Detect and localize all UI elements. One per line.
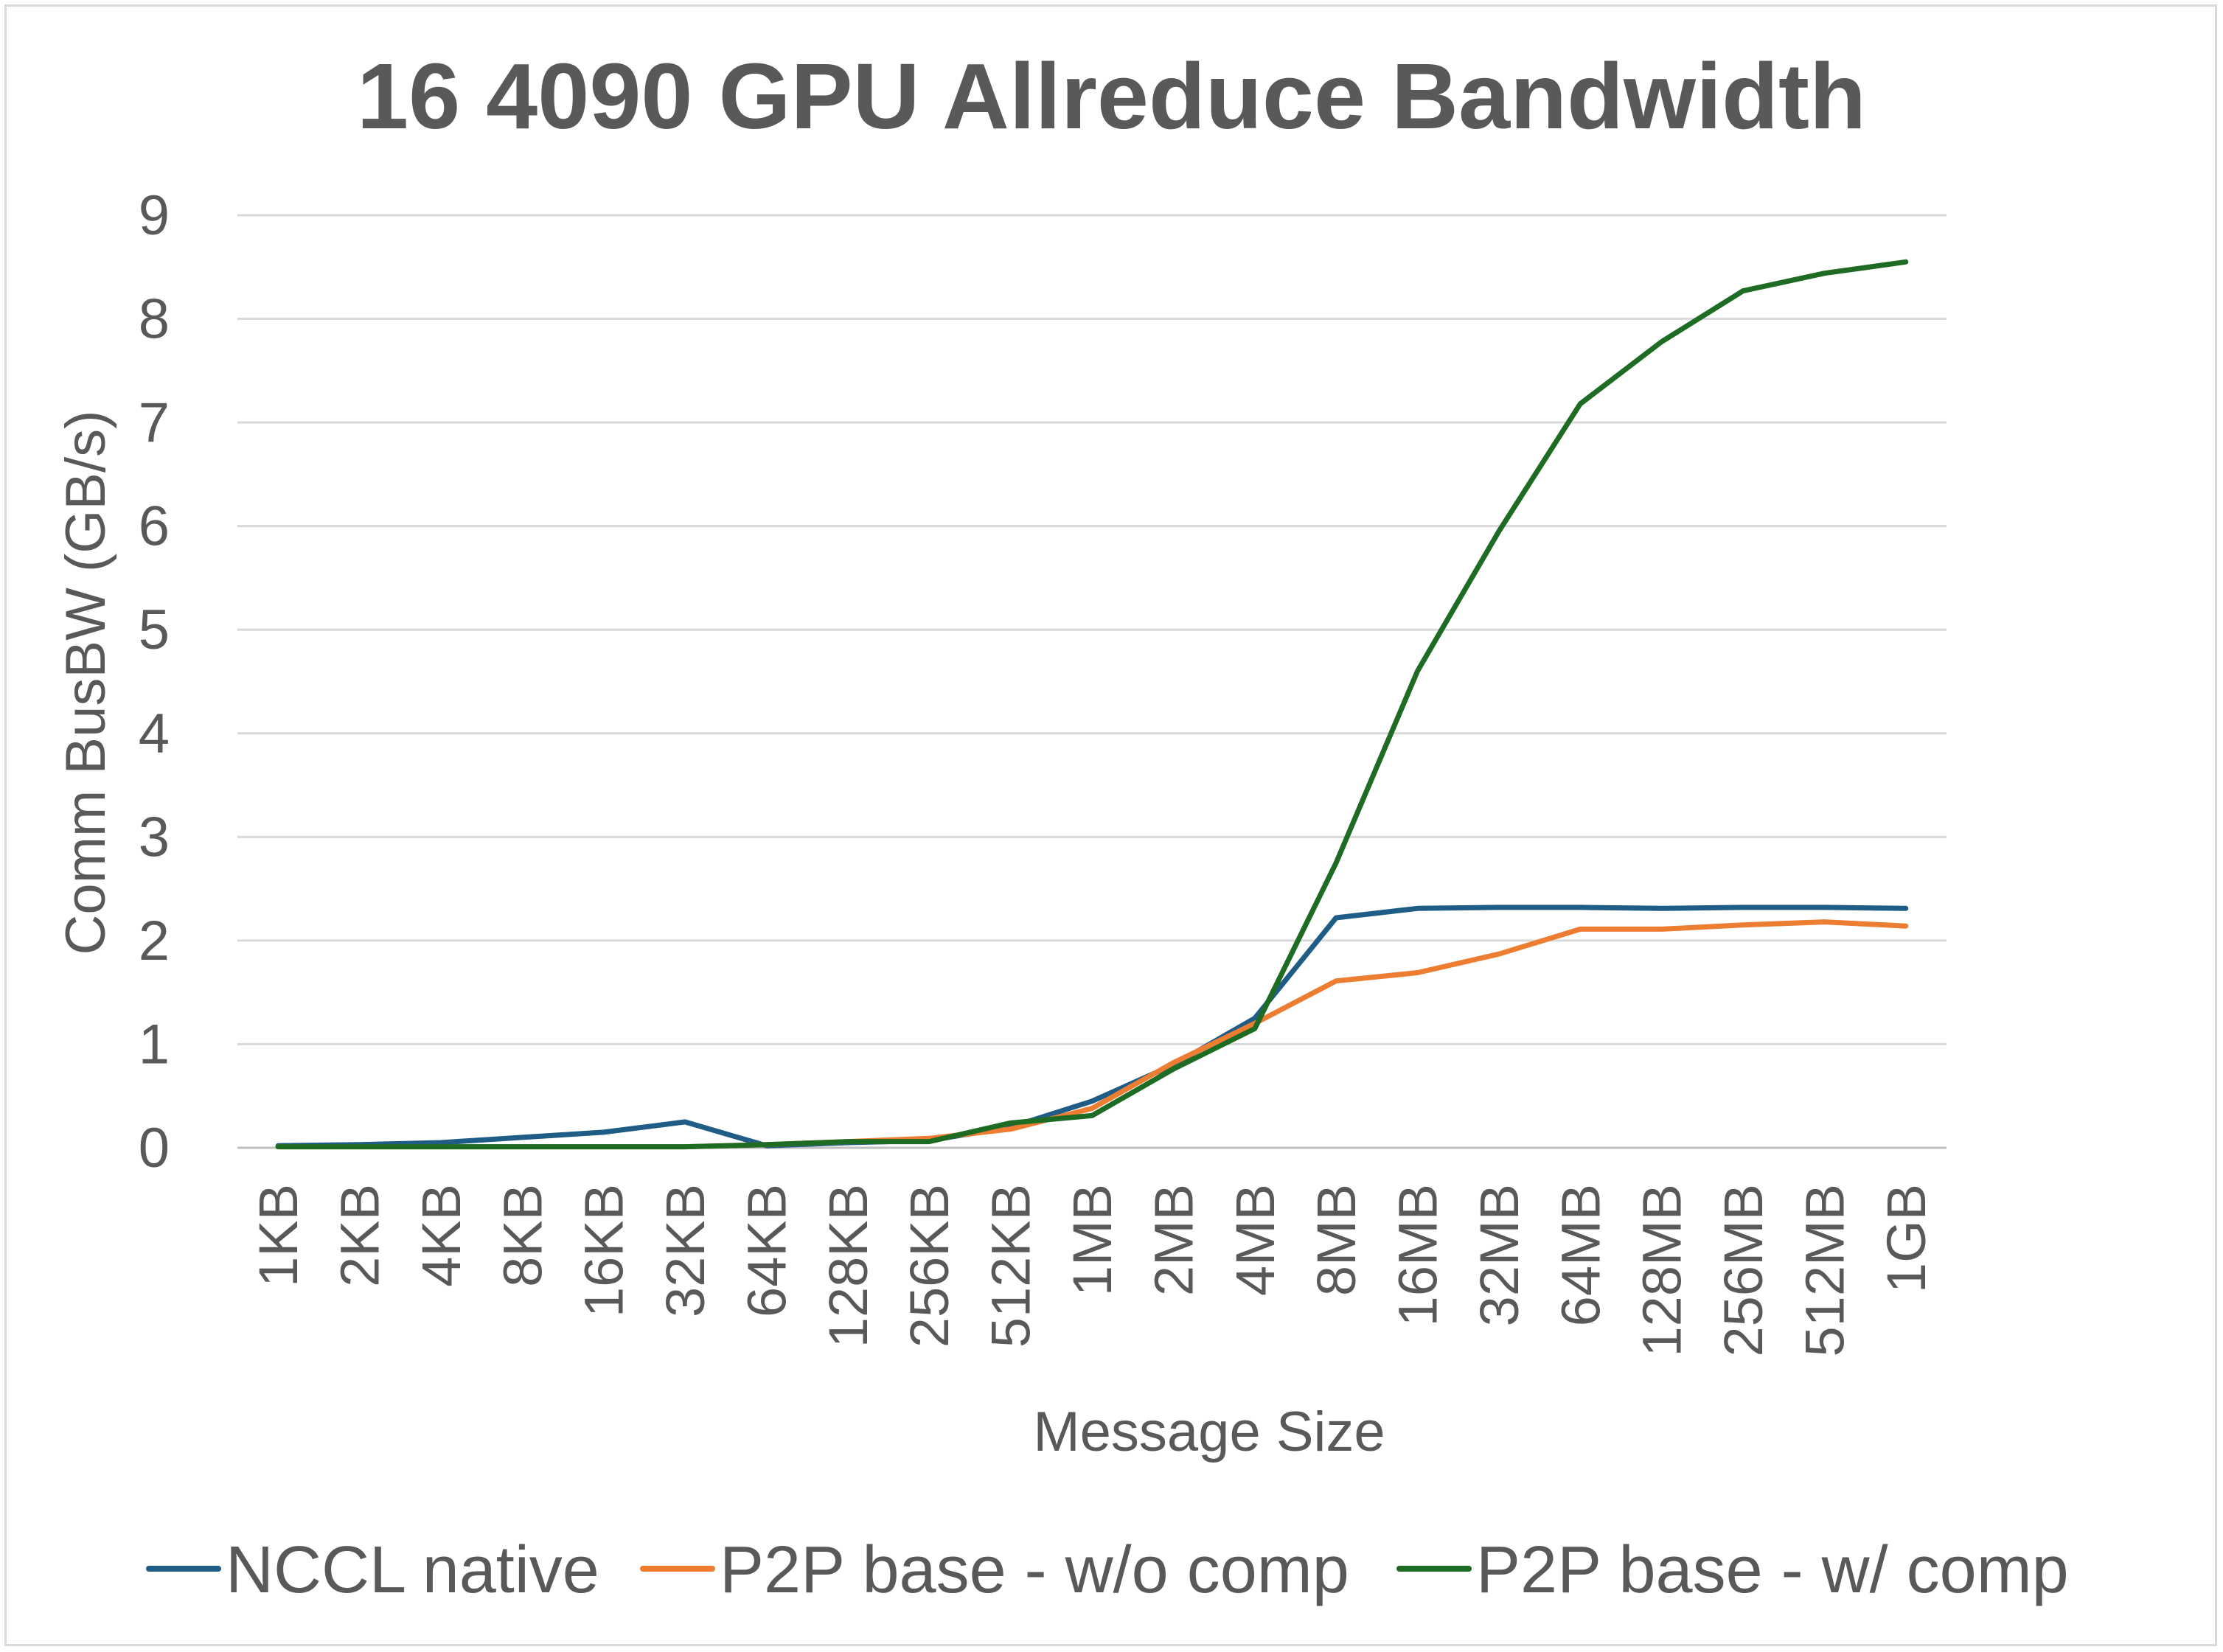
legend-label: NCCL native (226, 1533, 599, 1607)
x-tick-label: 512KB (981, 1184, 1042, 1348)
y-tick-label: 1 (139, 1013, 170, 1076)
x-tick-label: 4KB (411, 1184, 472, 1287)
y-tick-label: 8 (139, 288, 170, 351)
series-lines (275, 259, 1909, 1150)
x-tick-label: 1MB (1062, 1184, 1123, 1296)
x-tick-label: 256KB (899, 1184, 960, 1348)
series-line-3 (275, 259, 1909, 1150)
y-tick-label: 7 (139, 391, 170, 454)
x-tick-label: 8KB (492, 1184, 553, 1287)
y-tick-label: 0 (139, 1117, 170, 1179)
y-tick-label: 6 (139, 495, 170, 558)
chart-frame (4, 4, 2217, 1646)
legend-label: P2P base - w/o comp (720, 1533, 1349, 1607)
x-tick-label: 2KB (330, 1184, 391, 1287)
x-tick-label: 2MB (1143, 1184, 1204, 1296)
x-tick-label: 512MB (1794, 1184, 1855, 1356)
x-tick-label: 4MB (1225, 1184, 1286, 1296)
chart-title: 16 4090 GPU Allreduce Bandwidth (357, 44, 1866, 148)
x-tick-label: 1KB (248, 1184, 309, 1287)
x-tick-labels: 1KB 2KB 4KB 8KB 16KB 32KB 64KB 128KB 256KB 512KB 1… (248, 1184, 1937, 1356)
y-tick-label: 5 (139, 599, 170, 661)
x-tick-label: 8MB (1306, 1184, 1367, 1296)
series-line-1 (275, 905, 1909, 1149)
x-tick-label: 1GB (1876, 1184, 1937, 1293)
x-tick-label: 32MB (1469, 1184, 1530, 1326)
x-axis-label: Message Size (1033, 1401, 1385, 1463)
x-tick-label: 256MB (1713, 1184, 1774, 1356)
y-tick-label: 2 (139, 910, 170, 972)
x-tick-label: 128MB (1632, 1184, 1693, 1356)
y-axis-label: Comm BusBW (GB/s) (55, 411, 117, 955)
legend-label: P2P base - w/ comp (1476, 1533, 2069, 1607)
y-tick-label: 4 (139, 703, 170, 765)
gridlines (237, 214, 1947, 1149)
y-tick-label: 9 (139, 184, 170, 247)
y-tick-labels: 0 1 2 3 4 5 6 7 8 9 (139, 184, 170, 1179)
x-tick-label: 16KB (574, 1184, 635, 1317)
x-tick-label: 128KB (818, 1184, 879, 1348)
legend: NCCL native P2P base - w/o comp P2P base -… (146, 1533, 2069, 1607)
x-tick-label: 64KB (736, 1184, 797, 1317)
x-tick-label: 32KB (655, 1184, 716, 1317)
y-tick-label: 3 (139, 806, 170, 868)
x-tick-label: 16MB (1388, 1184, 1449, 1326)
x-tick-label: 64MB (1550, 1184, 1611, 1326)
